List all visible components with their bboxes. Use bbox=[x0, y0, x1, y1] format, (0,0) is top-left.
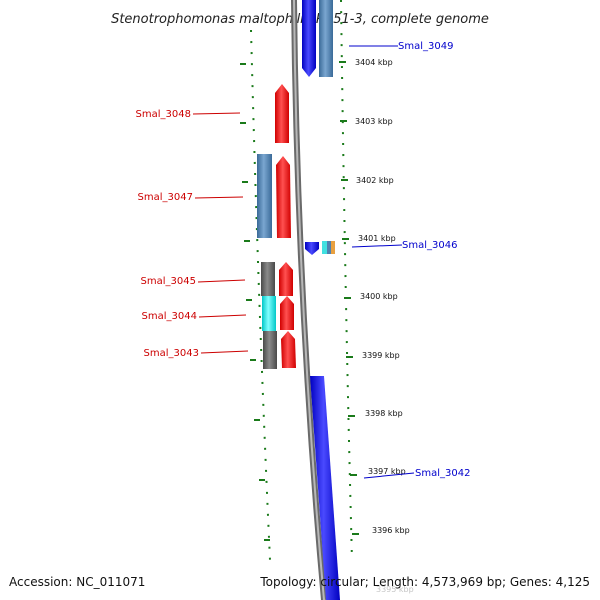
cds-arrow-smal-3049[interactable] bbox=[302, 0, 316, 77]
gene-label-smal-3044[interactable]: Smal_3044 bbox=[142, 311, 197, 322]
leader-smal-3045 bbox=[197, 279, 246, 283]
gene-label-smal-3042[interactable]: Smal_3042 bbox=[415, 468, 470, 479]
tick-label: 3399 kbp bbox=[362, 351, 400, 360]
tick-label: 3395 kbp bbox=[376, 585, 414, 594]
cds-arrow-smal-3047[interactable] bbox=[276, 156, 291, 238]
map-title: Stenotrophomonas maltophilia R551-3, com… bbox=[111, 12, 489, 27]
tick-label: 3403 kbp bbox=[355, 117, 393, 126]
forward-strand-features bbox=[302, 0, 340, 600]
feature-block-cyan[interactable] bbox=[262, 296, 276, 331]
leader-smal-3047 bbox=[194, 196, 244, 199]
cds-arrow-smal-3045[interactable] bbox=[279, 262, 293, 296]
tick-label: 3401 kbp bbox=[358, 234, 396, 243]
genome-backbone-highlight bbox=[293, 0, 325, 600]
tick-label: 3404 kbp bbox=[355, 58, 393, 67]
tick-label: 3398 kbp bbox=[365, 409, 403, 418]
genome-backbone bbox=[291, 0, 327, 600]
cds-arrow-smal-3048[interactable] bbox=[275, 84, 289, 143]
cds-arrow-smal-3042[interactable] bbox=[310, 376, 340, 600]
feature-block-steelblue[interactable] bbox=[319, 0, 333, 77]
feature-block-cyan[interactable] bbox=[322, 241, 327, 254]
tick-label: 3402 kbp bbox=[356, 176, 394, 185]
reverse-strand-features bbox=[257, 84, 296, 369]
gene-label-smal-3046[interactable]: Smal_3046 bbox=[402, 240, 457, 251]
gene-label-smal-3045[interactable]: Smal_3045 bbox=[141, 276, 196, 287]
tick-label: 3397 kbp bbox=[368, 467, 406, 476]
tick-label: 3396 kbp bbox=[372, 526, 410, 535]
label-leaders bbox=[192, 45, 415, 479]
gene-label-smal-3043[interactable]: Smal_3043 bbox=[144, 348, 199, 359]
gene-label-smal-3049[interactable]: Smal_3049 bbox=[398, 41, 453, 52]
cds-arrow-smal-3044[interactable] bbox=[280, 296, 294, 330]
accession-text: Accession: NC_011071 bbox=[9, 575, 145, 589]
tick-marks bbox=[240, 61, 359, 541]
cds-arrow-smal-3046[interactable] bbox=[305, 242, 319, 255]
leader-smal-3044 bbox=[198, 314, 247, 318]
feature-block-steelblue[interactable] bbox=[327, 241, 331, 254]
feature-block-gray[interactable] bbox=[261, 262, 275, 296]
gene-label-smal-3048[interactable]: Smal_3048 bbox=[136, 109, 191, 120]
gene-label-smal-3047[interactable]: Smal_3047 bbox=[138, 192, 193, 203]
leader-smal-3042 bbox=[363, 472, 415, 479]
leader-smal-3043 bbox=[200, 350, 249, 354]
tick-label: 3400 kbp bbox=[360, 292, 398, 301]
gene-labels: Smal_3049 Smal_3048 Smal_3047 Smal_3046 … bbox=[136, 41, 471, 479]
leader-smal-3046 bbox=[351, 244, 403, 248]
tick-labels: 3404 kbp 3403 kbp 3402 kbp 3401 kbp 3400… bbox=[355, 58, 414, 594]
leader-smal-3048 bbox=[192, 112, 241, 115]
feature-block-gray[interactable] bbox=[263, 331, 277, 369]
cds-arrow-smal-3043[interactable] bbox=[281, 331, 296, 368]
genome-summary-text: Topology: circular; Length: 4,573,969 bp… bbox=[259, 575, 590, 589]
feature-block-steelblue[interactable] bbox=[257, 154, 272, 238]
feature-block-orange[interactable] bbox=[331, 241, 335, 254]
